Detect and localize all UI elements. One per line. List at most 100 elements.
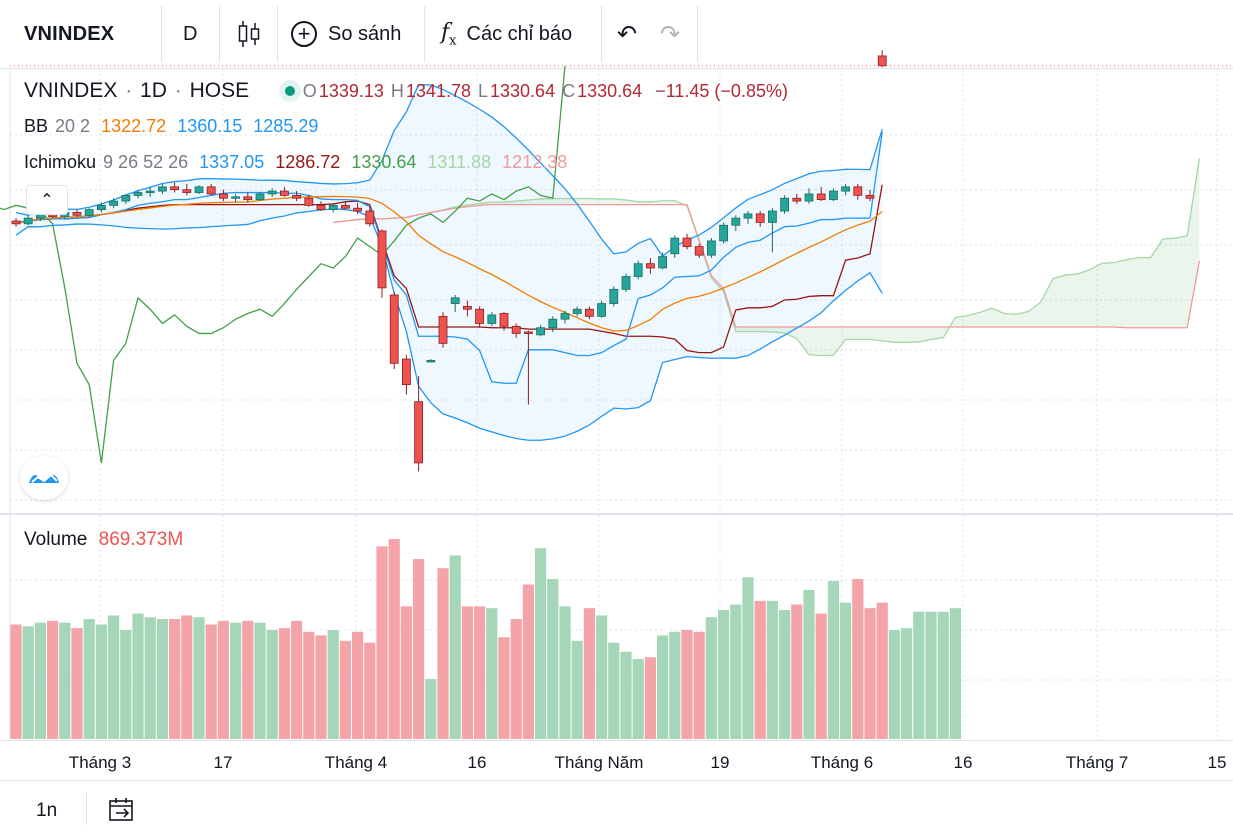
candle-body <box>218 193 228 199</box>
bb-band-area <box>16 84 883 441</box>
volume-bar <box>949 608 961 739</box>
bb-upper-line <box>15 83 883 257</box>
volume-bar <box>254 622 266 739</box>
volume-bar <box>730 604 742 739</box>
bb-upper-value: 1360.15 <box>177 116 243 136</box>
volume-bar <box>59 622 71 739</box>
volume-bar <box>937 611 949 739</box>
volume-bar <box>205 624 217 739</box>
candle-body <box>694 246 704 256</box>
candle-body <box>340 204 350 209</box>
candle-body <box>841 186 850 192</box>
candle-body <box>560 313 570 320</box>
volume-legend[interactable]: Volume 869.373M <box>24 529 184 550</box>
ichi-spanA-value: 1311.88 <box>427 152 492 172</box>
bb-legend[interactable]: BB 20 2 1322.72 1360.15 1285.29 <box>24 116 319 136</box>
volume-bar <box>181 615 193 739</box>
candle-body <box>97 204 106 211</box>
goto-date-button[interactable] <box>108 797 136 828</box>
candle-body <box>755 213 765 223</box>
candle-body <box>499 313 509 327</box>
candle-body <box>145 190 155 194</box>
volume-bar <box>681 629 693 739</box>
candle-body <box>646 263 655 269</box>
volume-bar <box>364 642 376 739</box>
candle-body <box>572 308 582 314</box>
volume-bar <box>34 622 46 739</box>
candle-body <box>743 213 753 219</box>
time-axis[interactable]: Tháng 3 17 Tháng 4 16 Tháng Năm 19 Tháng… <box>0 740 1233 781</box>
volume-bar <box>913 611 925 739</box>
indicators-label: Các chỉ báo <box>466 22 573 45</box>
volume-bar <box>156 619 168 739</box>
volume-bar <box>169 619 181 739</box>
candle-body <box>768 210 777 223</box>
x-tick: 17 <box>213 753 233 772</box>
x-tick: Tháng Năm <box>554 753 644 772</box>
volume-bar <box>120 629 132 739</box>
volume-bar <box>242 620 254 739</box>
volume-bar <box>705 617 717 739</box>
volume-bar <box>840 602 852 739</box>
volume-bar <box>596 615 608 739</box>
volume-bar <box>400 606 412 739</box>
pane-separator[interactable] <box>0 513 1233 515</box>
volume-bar <box>644 657 656 739</box>
toolbar-divider <box>86 793 87 825</box>
volume-bar <box>388 539 400 739</box>
indicators-button[interactable]: fx Các chỉ báo <box>441 0 572 68</box>
interval-button[interactable]: D <box>183 22 198 45</box>
toolbar-divider <box>219 6 220 62</box>
undo-button[interactable]: ↶ <box>617 0 637 68</box>
volume-bar <box>413 559 425 739</box>
symbol-search-button[interactable]: VNINDEX <box>24 22 115 45</box>
volume-bar <box>22 626 34 739</box>
volume-bar <box>108 615 120 739</box>
candle-body <box>829 190 838 201</box>
toolbar-divider <box>697 6 698 62</box>
candle-body <box>633 263 643 277</box>
volume-bar <box>620 651 632 739</box>
volume-bar <box>608 642 620 739</box>
x-tick: Tháng 3 <box>68 753 132 772</box>
compare-button[interactable]: + So sánh <box>291 0 401 68</box>
volume-bar <box>571 640 583 739</box>
candle-body <box>585 308 594 317</box>
candle-body <box>450 297 460 304</box>
volume-bar <box>217 620 229 739</box>
volume-bar <box>291 620 303 739</box>
volume-bar <box>583 608 595 739</box>
candle-body <box>316 204 326 211</box>
candle-body <box>731 217 741 226</box>
candle-body <box>621 276 631 290</box>
candle-body <box>194 186 204 193</box>
candle-body <box>231 196 241 199</box>
open-value: 1339.13 <box>318 81 384 101</box>
legend-timeframe: 1D <box>140 79 167 102</box>
collapse-legend-button[interactable]: ⌃ <box>26 185 68 215</box>
bollinger-band-fill <box>16 84 883 441</box>
ichimoku-spanB-line <box>333 203 1201 329</box>
market-status-icon[interactable] <box>284 86 295 97</box>
ichi-conversion-value: 1337.05 <box>199 152 265 172</box>
chevron-up-icon: ⌃ <box>40 192 54 209</box>
legend-symbol[interactable]: VNINDEX <box>24 79 118 102</box>
candle-body <box>11 220 21 225</box>
redo-button[interactable]: ↷ <box>660 0 680 68</box>
tradingview-logo[interactable] <box>20 456 68 500</box>
volume-bar <box>852 579 864 739</box>
ichimoku-legend[interactable]: Ichimoku 9 26 52 26 1337.05 1286.72 1330… <box>24 152 568 172</box>
volume-bar <box>559 606 571 739</box>
candle-body <box>780 197 789 212</box>
chart-type-button[interactable] <box>236 0 262 68</box>
candle-body <box>267 190 277 195</box>
range-1y-button[interactable]: 1n <box>36 800 58 821</box>
volume-bar <box>425 679 437 739</box>
volume-bar <box>10 624 22 739</box>
ichimoku-spanA-line <box>333 158 1201 357</box>
compare-label: So sánh <box>328 22 402 45</box>
redo-icon: ↷ <box>660 20 681 48</box>
volume-bar <box>766 600 778 739</box>
bb-basis-value: 1322.72 <box>101 116 167 136</box>
